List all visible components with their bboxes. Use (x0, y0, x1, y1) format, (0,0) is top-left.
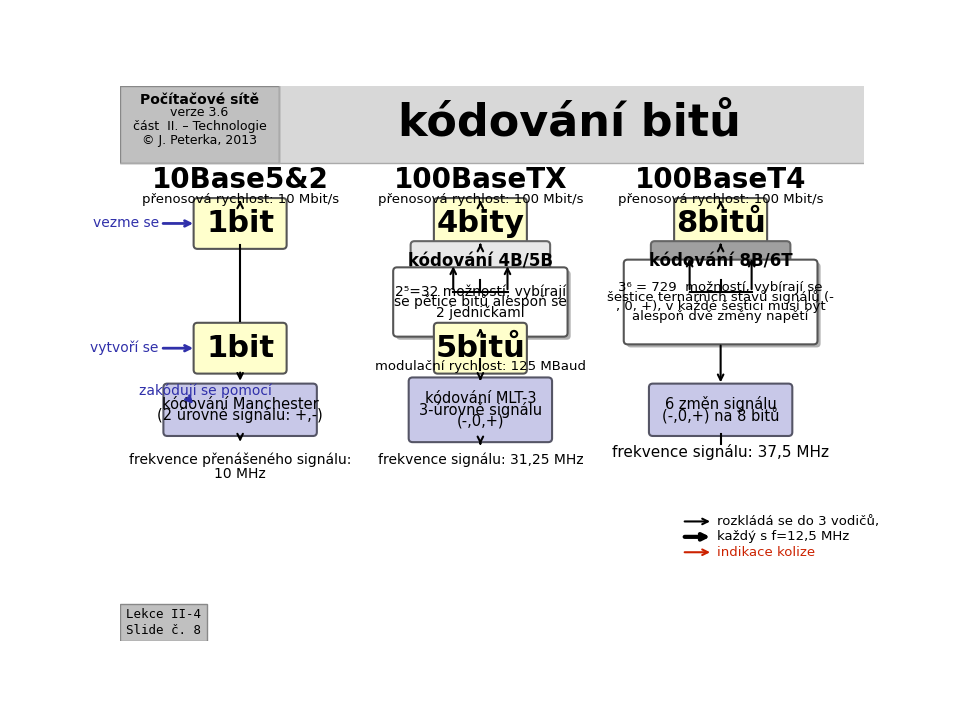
Text: část  II. – Technologie: část II. – Technologie (132, 120, 266, 133)
Text: Lekce II-4: Lekce II-4 (126, 608, 201, 621)
FancyBboxPatch shape (411, 241, 550, 283)
Text: 100BaseT4: 100BaseT4 (635, 166, 806, 194)
Text: zakódují se pomocí: zakódují se pomocí (139, 383, 273, 397)
Text: každý s f=12,5 MHz: každý s f=12,5 MHz (717, 531, 849, 544)
Text: kódování Manchester: kódování Manchester (161, 397, 319, 412)
Text: se pětice bitů alespoň se: se pětice bitů alespoň se (394, 294, 566, 310)
Text: šestice ternárních stavů signálů (-: šestice ternárních stavů signálů (- (607, 290, 834, 304)
FancyBboxPatch shape (194, 198, 287, 249)
Text: kódování 4B/5B: kódování 4B/5B (408, 253, 553, 271)
Text: přenosová rychlost: 100 Mbit/s: přenosová rychlost: 100 Mbit/s (377, 193, 583, 206)
Bar (120, 604, 206, 641)
FancyBboxPatch shape (163, 384, 317, 436)
Text: modulační rychlost: 125 MBaud: modulační rychlost: 125 MBaud (374, 360, 586, 373)
Text: přenosová rychlost: 10 Mbit/s: přenosová rychlost: 10 Mbit/s (141, 193, 339, 206)
Text: 6 změn signálu: 6 změn signálu (664, 396, 777, 413)
Text: 2 jedničkami: 2 jedničkami (436, 305, 525, 320)
Text: rozkládá se do 3 vodičů,: rozkládá se do 3 vodičů, (717, 515, 878, 528)
Text: (-,0,+) na 8 bitů: (-,0,+) na 8 bitů (661, 407, 780, 423)
Text: 2⁵=32 možností, vybírají: 2⁵=32 možností, vybírají (395, 284, 566, 299)
Bar (120, 86, 864, 163)
Text: 8bitů: 8bitů (676, 209, 765, 238)
Text: 1bit: 1bit (206, 333, 275, 363)
Text: 4bity: 4bity (437, 209, 524, 238)
Text: alespoň dvě změny napětí: alespoň dvě změny napětí (633, 310, 809, 323)
Text: přenosová rychlost: 100 Mbit/s: přenosová rychlost: 100 Mbit/s (618, 193, 824, 206)
FancyBboxPatch shape (396, 271, 570, 340)
Text: 3-úrovně signálu: 3-úrovně signálu (419, 402, 542, 418)
Text: vytvoří se: vytvoří se (90, 341, 158, 356)
Text: frekvence signálu: 37,5 MHz: frekvence signálu: 37,5 MHz (612, 444, 829, 460)
FancyBboxPatch shape (434, 198, 527, 249)
Bar (120, 86, 278, 163)
Text: 10 MHz: 10 MHz (214, 467, 266, 481)
Text: kódování 8B/6T: kódování 8B/6T (649, 253, 792, 271)
Text: Slide č. 8: Slide č. 8 (126, 624, 201, 636)
FancyBboxPatch shape (649, 384, 792, 436)
FancyBboxPatch shape (194, 323, 287, 374)
Text: 3⁶ = 729  možností, vybírají se: 3⁶ = 729 možností, vybírají se (618, 281, 823, 294)
Text: kódování MLT-3: kódování MLT-3 (424, 392, 536, 406)
FancyBboxPatch shape (627, 263, 821, 348)
Text: 5bitů: 5bitů (436, 333, 525, 363)
Text: , 0, +), v každé šestici musí být: , 0, +), v každé šestici musí být (615, 300, 826, 313)
Text: 100BaseTX: 100BaseTX (394, 166, 567, 194)
Text: frekvence signálu: 31,25 MHz: frekvence signálu: 31,25 MHz (377, 453, 583, 467)
Text: frekvence přenášeného signálu:: frekvence přenášeného signálu: (129, 453, 351, 467)
Text: 1bit: 1bit (206, 209, 275, 238)
FancyBboxPatch shape (434, 323, 527, 374)
FancyBboxPatch shape (394, 267, 567, 337)
Text: indikace kolize: indikace kolize (717, 546, 815, 559)
FancyBboxPatch shape (674, 198, 767, 249)
Text: (2 úrovně signálu: +,-): (2 úrovně signálu: +,-) (157, 408, 323, 423)
FancyBboxPatch shape (624, 260, 818, 344)
Text: Počítačové sítě: Počítačové sítě (140, 94, 259, 107)
Text: 10Base5&2: 10Base5&2 (152, 166, 328, 194)
FancyBboxPatch shape (651, 241, 790, 283)
Text: verze 3.6: verze 3.6 (170, 106, 228, 119)
Text: vezme se: vezme se (92, 217, 158, 230)
Text: (-,0,+): (-,0,+) (457, 413, 504, 428)
Text: © J. Peterka, 2013: © J. Peterka, 2013 (142, 134, 257, 147)
FancyBboxPatch shape (409, 377, 552, 442)
Text: kódování bitů: kódování bitů (398, 102, 741, 145)
